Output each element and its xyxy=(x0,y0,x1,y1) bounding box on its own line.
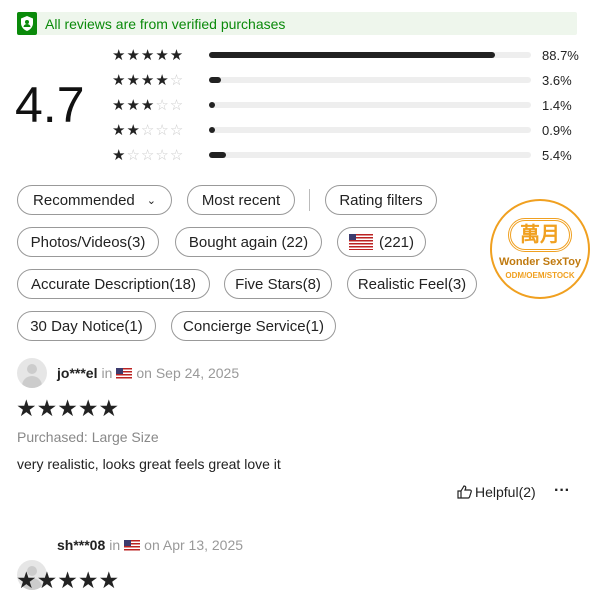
logo-subtext: ODM/OEM/STOCK xyxy=(505,271,575,280)
rating-bar xyxy=(209,152,531,158)
rating-filters-chip[interactable]: Rating filters xyxy=(325,185,437,215)
verified-banner: All reviews are from verified purchases xyxy=(17,12,577,35)
rating-percent: 5.4% xyxy=(542,147,572,163)
star-rating-icon: ★★★★★ xyxy=(112,47,185,64)
rating-bar xyxy=(209,52,531,58)
logo-text: Wonder SexToy xyxy=(498,256,582,268)
rating-row-4[interactable]: ★★★★☆ 3.6% xyxy=(112,70,582,90)
star-rating-icon: ★★★★☆ xyxy=(112,72,185,89)
filter-chip-bought-again[interactable]: Bought again (22) xyxy=(175,227,322,257)
review-stars: ★★★★★ xyxy=(16,567,120,593)
rating-percent: 3.6% xyxy=(542,72,572,88)
filter-chip-30-day[interactable]: 30 Day Notice(1) xyxy=(17,311,156,341)
filter-chip-country[interactable]: (221) xyxy=(337,227,426,257)
review-date: on Sep 24, 2025 xyxy=(136,365,240,381)
us-flag-icon xyxy=(116,367,133,379)
review-meta: sh***08 in on Apr 13, 2025 xyxy=(57,537,243,553)
most-recent-chip[interactable]: Most recent xyxy=(187,185,295,215)
brand-logo: 萬月 Wonder SexToy ODM/OEM/STOCK xyxy=(490,199,590,299)
rating-percent: 1.4% xyxy=(542,97,572,113)
sort-label: Recommended xyxy=(33,191,135,209)
rating-bar-fill xyxy=(209,52,495,58)
filter-chip-realistic[interactable]: Realistic Feel(3) xyxy=(347,269,477,299)
verified-text: All reviews are from verified purchases xyxy=(45,15,286,32)
helpful-button[interactable]: Helpful(2) xyxy=(457,484,536,500)
star-rating-icon: ★★☆☆☆ xyxy=(112,122,185,139)
avatar xyxy=(17,358,47,388)
rating-percent: 88.7% xyxy=(542,47,579,63)
rating-row-1[interactable]: ★☆☆☆☆ 5.4% xyxy=(112,145,582,165)
review-date: on Apr 13, 2025 xyxy=(144,537,244,553)
rating-row-2[interactable]: ★★☆☆☆ 0.9% xyxy=(112,120,582,140)
logo-emblem: 萬月 xyxy=(508,218,572,252)
chevron-down-icon: ⌄ xyxy=(146,194,156,207)
star-rating-icon: ★★★☆☆ xyxy=(112,97,185,114)
country-count: (221) xyxy=(378,233,415,251)
reviewer-name: jo***el xyxy=(57,365,98,381)
review-text: very realistic, looks great feels great … xyxy=(17,456,281,472)
filter-chip-concierge[interactable]: Concierge Service(1) xyxy=(171,311,336,341)
reviewer-name: sh***08 xyxy=(57,537,106,553)
filter-chip-accurate[interactable]: Accurate Description(18) xyxy=(17,269,210,299)
in-label: in xyxy=(109,537,121,553)
helpful-label: Helpful(2) xyxy=(475,484,536,500)
avatar xyxy=(17,560,47,590)
more-options-button[interactable]: ··· xyxy=(554,482,570,499)
rating-row-3[interactable]: ★★★☆☆ 1.4% xyxy=(112,95,582,115)
rating-row-5[interactable]: ★★★★★ 88.7% xyxy=(112,45,582,65)
rating-bar-fill xyxy=(209,102,215,108)
rating-percent: 0.9% xyxy=(542,122,572,138)
star-rating-icon: ★☆☆☆☆ xyxy=(112,147,185,164)
review-stars: ★★★★★ xyxy=(16,395,120,421)
rating-bar-fill xyxy=(209,127,215,133)
us-flag-icon xyxy=(348,234,373,250)
rating-bar xyxy=(209,102,531,108)
us-flag-icon xyxy=(124,539,141,551)
sort-dropdown[interactable]: Recommended ⌄ xyxy=(17,185,172,215)
review-meta: jo***el in on Sep 24, 2025 xyxy=(57,365,239,381)
purchased-variant: Purchased: Large Size xyxy=(17,429,159,445)
rating-bar-fill xyxy=(209,152,227,158)
in-label: in xyxy=(101,365,113,381)
divider xyxy=(309,189,310,211)
average-rating: 4.7 xyxy=(15,77,85,133)
rating-bar xyxy=(209,77,531,83)
filter-chip-five-stars[interactable]: Five Stars(8) xyxy=(224,269,332,299)
rating-bar-fill xyxy=(209,77,221,83)
rating-bar xyxy=(209,127,531,133)
filter-chip-photos[interactable]: Photos/Videos(3) xyxy=(17,227,159,257)
shield-user-icon xyxy=(17,12,37,35)
thumbs-up-icon xyxy=(457,485,472,499)
